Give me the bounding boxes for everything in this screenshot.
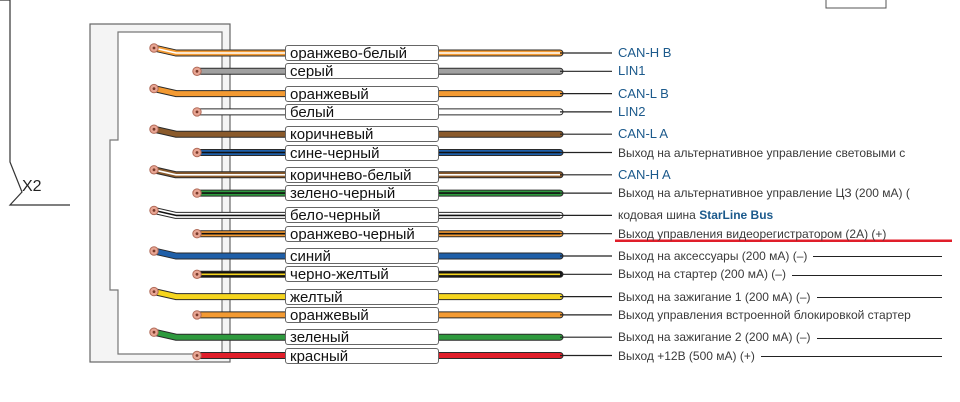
wire-color-label: серый xyxy=(285,63,439,80)
wire-color-label: сине-черный xyxy=(285,144,439,161)
wire-function: CAN-L A xyxy=(618,127,668,141)
connector-bracket xyxy=(0,0,70,206)
wire-color-label: оранжево-белый xyxy=(285,45,439,61)
wire-function: Выход на альтернативное управление свето… xyxy=(618,146,905,160)
wire-function-text: CAN-H A xyxy=(618,166,671,182)
wire-color-label: зеленый xyxy=(285,329,439,346)
lead-line xyxy=(816,296,942,298)
wires xyxy=(149,43,612,361)
wire-color-label: зелено-черный xyxy=(285,185,439,202)
wire-color-label: бело-черный xyxy=(285,207,439,224)
wire-function-text: LIN2 xyxy=(618,103,646,119)
wire-color-label: синий xyxy=(285,248,439,264)
wire-function-text: Выход управления встроенной блокировкой … xyxy=(618,307,911,322)
brand-name: StarLine Bus xyxy=(699,208,774,223)
wire-function: Выход управления видеорегистратором (2А)… xyxy=(618,227,886,241)
wire-color-label: белый xyxy=(285,103,439,120)
wire-function: Выход +12В (500 мА) (+) xyxy=(618,349,942,363)
wire-function: CAN-L B xyxy=(618,85,669,101)
wire-function: Выход управления встроенной блокировкой … xyxy=(618,308,911,322)
wire-function: Выход на зажигание 1 (200 мА) (–) xyxy=(618,290,942,304)
wire-function: Выход на альтернативное управление ЦЗ (2… xyxy=(618,186,910,200)
wire-color-label: коричневый xyxy=(285,126,439,143)
wire-function-text: Выход +12В (500 мА) (+) xyxy=(618,348,755,363)
wire-function-text: CAN-L B xyxy=(618,85,669,101)
wire-color-label: оранжево-черный xyxy=(285,225,439,242)
wire-color-label: оранжевый xyxy=(285,85,439,102)
wire-function-text: Выход управления видеорегистратором (2А)… xyxy=(618,226,887,241)
wire-function-text: Выход на аксессуары (200 мА) (–) xyxy=(618,249,808,263)
wire-function: CAN-H B xyxy=(618,46,671,60)
wire-function-text: Выход на стартер (200 мА) (–) xyxy=(618,267,786,282)
wire-color-label: коричнево-белый xyxy=(285,166,439,183)
wire-function-text: Выход на альтернативное управление ЦЗ (2… xyxy=(618,186,910,201)
wire-function-text: кодовая шина xyxy=(618,208,700,223)
wire-color-label: желтый xyxy=(285,288,439,305)
lead-line xyxy=(813,256,942,258)
wire-function-text: CAN-L A xyxy=(618,126,669,142)
lead-line xyxy=(816,337,942,339)
wire-function: Выход на зажигание 2 (200 мА) (–) xyxy=(618,330,942,344)
wire-function-text: Выход на альтернативное управление свето… xyxy=(618,145,906,160)
wire-function: CAN-H A xyxy=(618,166,671,182)
wire-function-text: Выход на зажигание 1 (200 мА) (–) xyxy=(618,289,811,304)
wire-function: кодовая шина StarLine Bus xyxy=(618,208,773,222)
lead-line xyxy=(760,355,942,357)
wire-function-text: CAN-H B xyxy=(618,45,672,60)
wire-color-label: оранжевый xyxy=(285,306,439,323)
wire-function: LIN1 xyxy=(618,64,645,78)
connector-label: X2 xyxy=(22,178,42,195)
wire-function: Выход на аксессуары (200 мА) (–) xyxy=(618,249,942,263)
wire-function-text: LIN1 xyxy=(618,63,646,79)
lead-line xyxy=(791,274,942,276)
wire-function: LIN2 xyxy=(618,103,646,119)
wire-function: Выход на стартер (200 мА) (–) xyxy=(618,267,942,281)
wire-color-label: черно-желтый xyxy=(285,266,439,283)
wire-color-label: красный xyxy=(285,347,439,364)
wire-function-text: Выход на зажигание 2 (200 мА) (–) xyxy=(618,330,811,345)
header-fragment xyxy=(825,0,887,9)
